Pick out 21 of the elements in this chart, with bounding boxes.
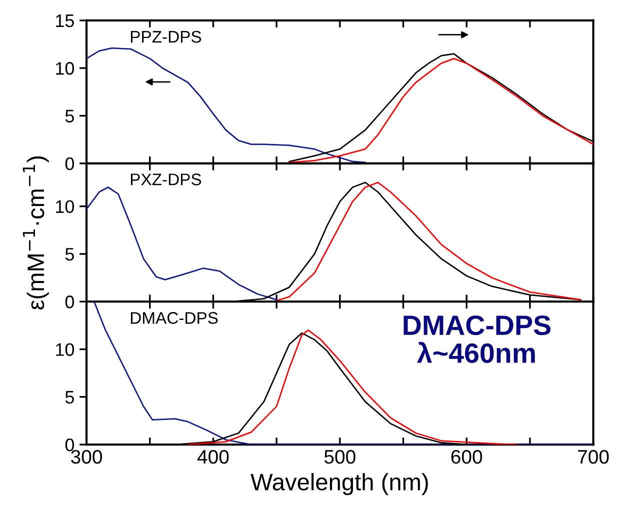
- y-tick-label: 0: [65, 296, 74, 308]
- y-tick-label: 15: [56, 14, 74, 28]
- x-axis-title: Wavelength (nm): [250, 473, 428, 496]
- y-tick-label: 0: [65, 157, 74, 170]
- x-tick-label: 700: [578, 450, 609, 464]
- y-tick-label: 0: [65, 438, 74, 452]
- y-tick-label: 10: [56, 200, 74, 214]
- y-tick-label: 5: [65, 110, 74, 122]
- y-tick-label: 10: [56, 62, 74, 75]
- x-tick-label: 300: [71, 450, 102, 464]
- y-tick-label: 5: [65, 391, 74, 404]
- annotation: PPZ-DPS: [130, 30, 202, 43]
- annotation: PXZ-DPS: [130, 174, 202, 186]
- annotation: DMAC-DPS λ~460nm: [404, 315, 550, 364]
- x-tick-label: 400: [197, 450, 229, 464]
- y-axis-title: ε(mM$^{−1}$·cm$^{−1}$): [22, 156, 49, 310]
- annotation: DMAC-DPS: [130, 312, 218, 324]
- x-tick-label: 500: [324, 450, 356, 464]
- y-tick-label: 10: [56, 343, 74, 356]
- x-tick-label: 600: [451, 450, 482, 464]
- y-tick-label: 5: [65, 248, 74, 261]
